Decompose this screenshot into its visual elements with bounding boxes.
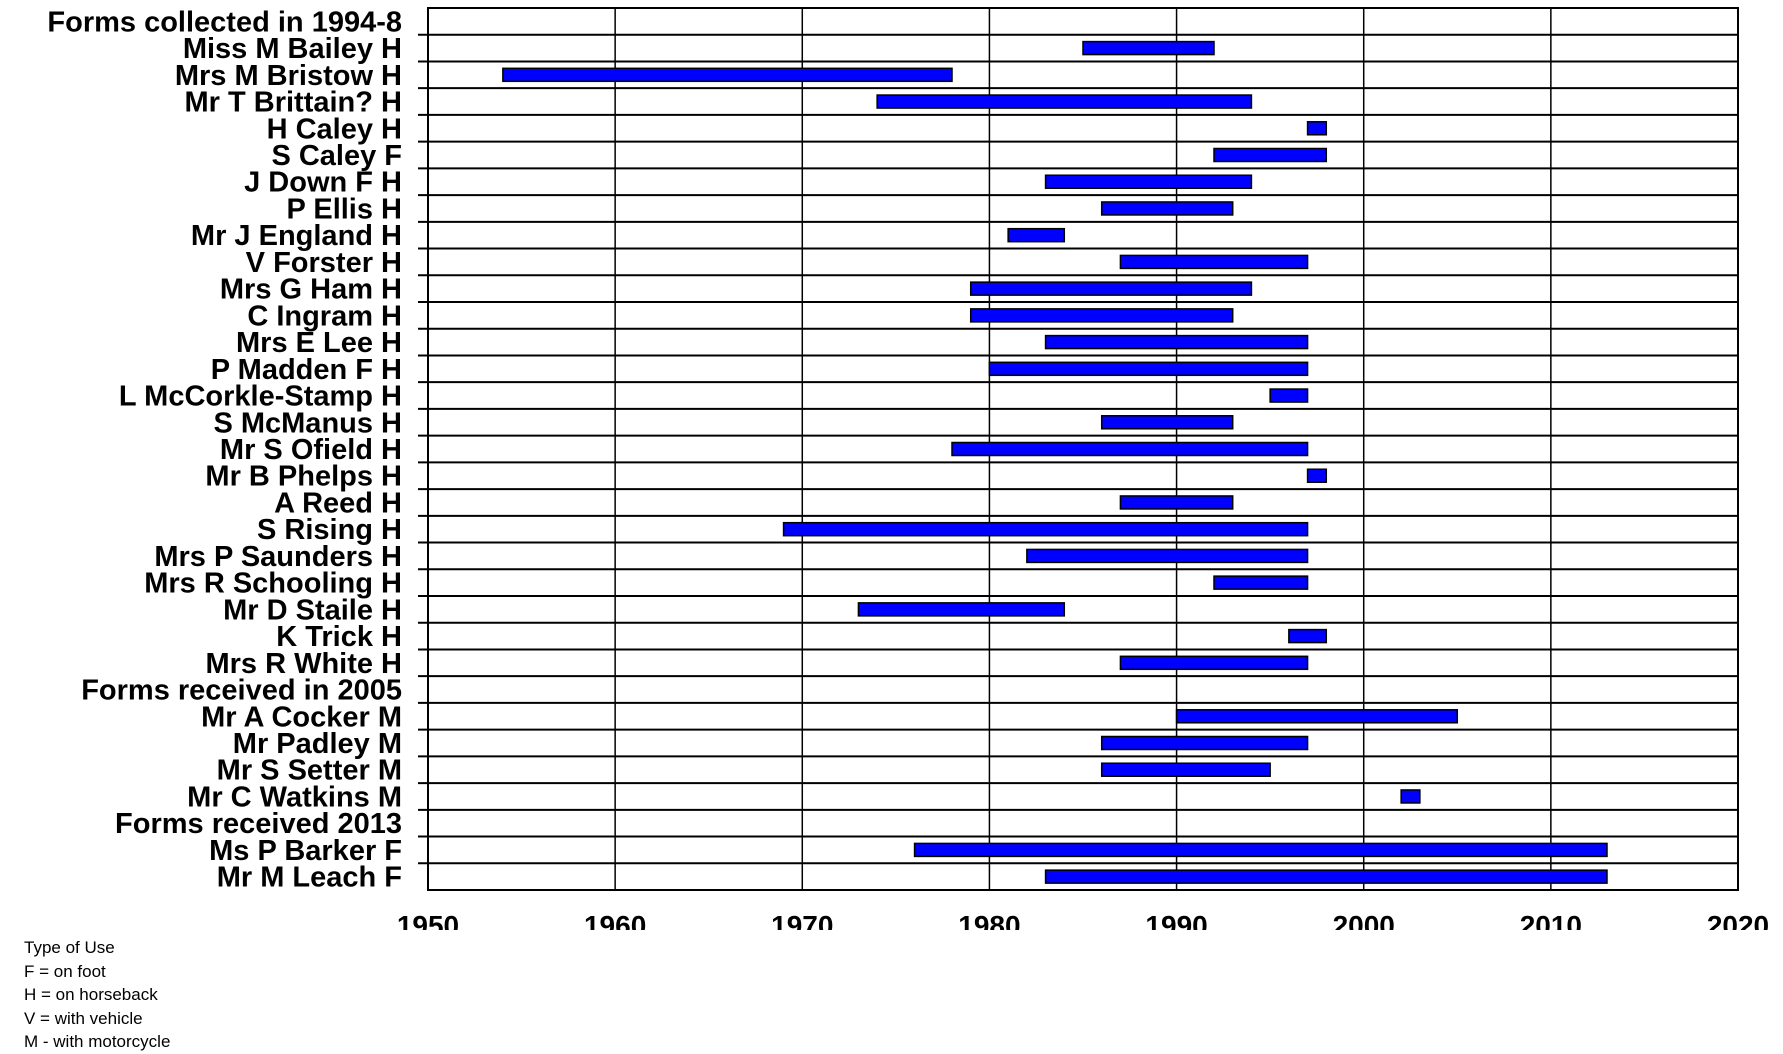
row-label: Mr Padley M — [233, 728, 402, 760]
row-label: Mr S Setter M — [217, 755, 402, 787]
row-label: P Ellis H — [286, 193, 402, 225]
range-bar — [1100, 735, 1309, 751]
range-bar — [969, 308, 1234, 323]
range-bar — [988, 361, 1309, 377]
row-label: Forms received 2013 — [115, 808, 402, 840]
row-label: Mr B Phelps H — [205, 461, 402, 493]
plot-frame — [427, 7, 1739, 891]
x-tick-labels: 1950 1960 1970 1980 1990 2000 2010 2020 — [397, 910, 1769, 930]
row-label: Mrs R White H — [205, 648, 402, 680]
range-bar — [1213, 147, 1328, 163]
row-label: Mrs M Bristow H — [175, 60, 402, 92]
range-bar — [1007, 227, 1066, 243]
range-bar — [969, 281, 1253, 296]
row-separators — [418, 33, 1738, 865]
bars — [502, 40, 1608, 884]
x-tick-label: 1970 — [771, 910, 833, 930]
range-bar — [951, 441, 1309, 457]
range-bar — [1044, 334, 1309, 350]
legend-item: F = on foot — [24, 961, 106, 981]
x-tick-label: 2000 — [1333, 910, 1395, 930]
x-tick-label: 1960 — [584, 910, 646, 930]
range-bar — [1306, 121, 1328, 136]
row-label: Mrs R Schooling H — [144, 568, 402, 600]
row-label: A Reed H — [274, 487, 402, 519]
range-bar — [1213, 575, 1309, 590]
row-label: Mr J England H — [191, 220, 402, 252]
row-label: Mrs P Saunders H — [154, 541, 402, 573]
row-label: Forms received in 2005 — [81, 675, 402, 707]
range-bar — [1026, 548, 1309, 564]
range-bar — [876, 94, 1253, 109]
row-label: S McManus H — [213, 407, 402, 439]
row-label: V Forster H — [246, 247, 402, 279]
row-label: S Rising H — [257, 514, 402, 546]
row-label: L McCorkle-Stamp H — [119, 381, 402, 413]
x-tick-label: 2010 — [1520, 910, 1582, 930]
row-label: K Trick H — [276, 621, 402, 653]
legend-item: H = on horseback — [24, 985, 158, 1004]
range-bar — [913, 842, 1608, 858]
range-bar — [1306, 468, 1328, 483]
row-label: Mr M Leach F — [217, 862, 402, 894]
row-label: Mrs G Ham H — [220, 274, 402, 306]
legend-title: Type of Use — [24, 938, 115, 957]
row-label: Mr C Watkins M — [187, 781, 402, 813]
range-bar — [502, 67, 953, 83]
x-tick-label: 1950 — [397, 910, 459, 930]
range-bar — [1119, 495, 1234, 510]
x-tick-label: 1990 — [1145, 910, 1207, 930]
range-bar — [857, 602, 1066, 617]
range-bar — [1175, 709, 1459, 724]
row-label: J Down F H — [244, 167, 402, 199]
row-label: Miss M Bailey H — [183, 33, 402, 65]
row-label: S Caley F — [271, 140, 402, 172]
row-label: C Ingram H — [247, 300, 402, 332]
range-bar — [1119, 254, 1309, 270]
range-bar — [1288, 628, 1328, 644]
legend: Type of Use F = on foot H = on horseback… — [24, 936, 170, 1054]
row-label: Ms P Barker F — [209, 835, 402, 867]
range-bar — [1400, 789, 1421, 804]
legend-item: V = with vehicle — [24, 1008, 143, 1028]
range-bar — [782, 521, 1309, 537]
range-bar — [1082, 40, 1215, 56]
range-bar — [1100, 762, 1271, 777]
row-label: P Madden F H — [211, 354, 402, 386]
range-bar — [1100, 415, 1234, 430]
range-bar — [1044, 869, 1608, 884]
row-label: Mr S Ofield H — [220, 434, 402, 466]
range-bar — [1100, 201, 1234, 216]
x-tick-label: 2020 — [1707, 910, 1769, 930]
row-label: Mr D Staile H — [223, 594, 402, 626]
row-label: H Caley H — [267, 113, 402, 145]
x-tick-label: 1980 — [958, 910, 1020, 930]
legend-item: M - with motorcycle — [24, 1032, 171, 1051]
row-label: Forms collected in 1994-8 — [47, 6, 402, 38]
range-bar — [1269, 388, 1309, 403]
row-label: Mrs E Lee H — [236, 327, 402, 359]
row-label: Mr T Brittain? H — [185, 87, 403, 119]
range-bar — [1044, 174, 1253, 189]
range-bar — [1119, 655, 1309, 671]
row-label: Mr A Cocker M — [201, 701, 402, 733]
